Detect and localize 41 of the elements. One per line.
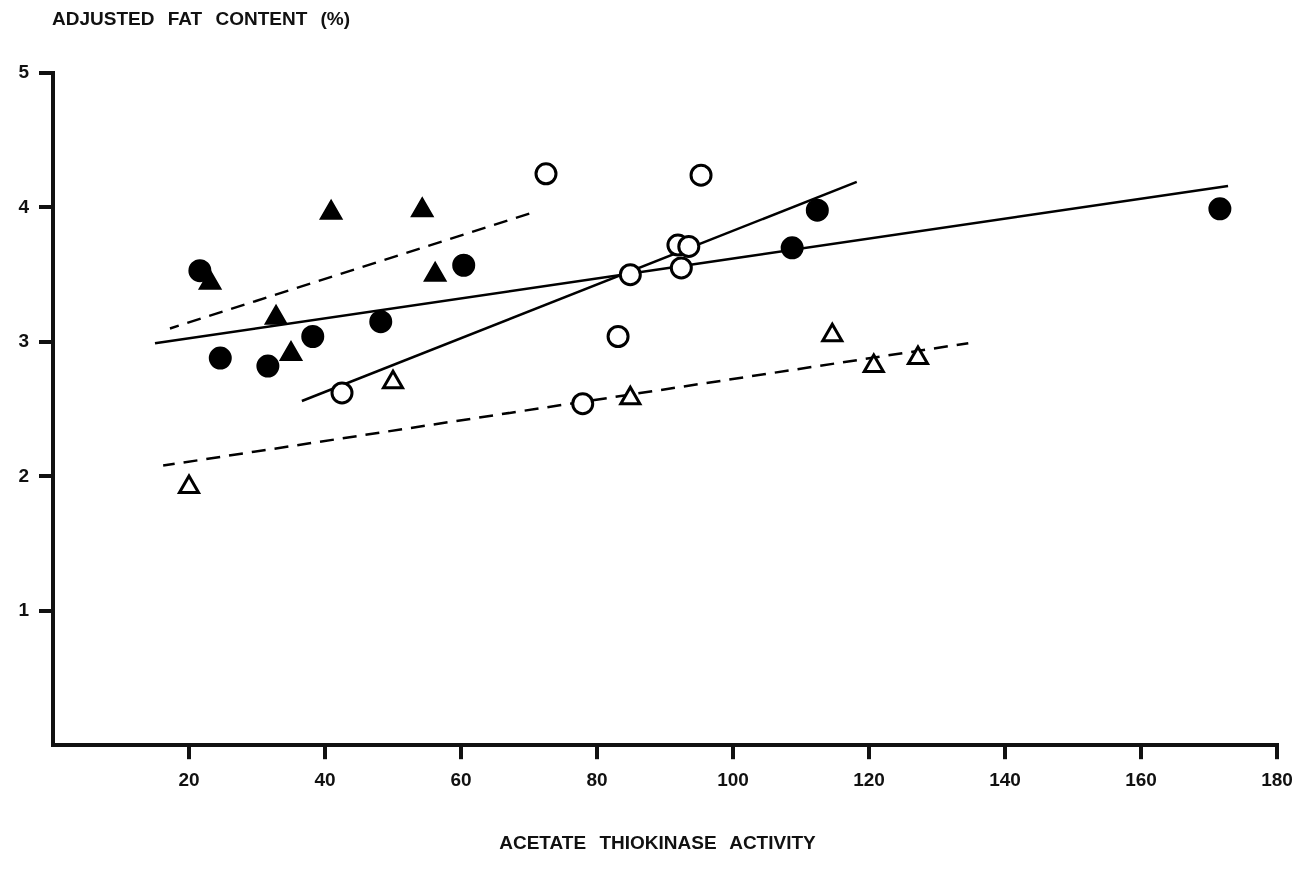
point: [571, 392, 595, 416]
y-tick-label: 5: [18, 61, 30, 83]
x-tick-label: 120: [853, 768, 885, 790]
point: [619, 385, 642, 406]
y-tick-label: 3: [18, 330, 29, 352]
x-tick-label: 160: [1125, 768, 1157, 790]
point: [265, 305, 288, 325]
point: [906, 345, 929, 366]
y-axis-title: ADJUSTED FAT CONTENT (%): [52, 8, 351, 30]
x-tick-label: 80: [586, 768, 608, 790]
x-tick-label: 60: [450, 768, 472, 790]
x-tick-label: 180: [1261, 768, 1293, 790]
point: [208, 346, 232, 370]
x-tick-label: 20: [178, 768, 200, 790]
point: [188, 259, 212, 283]
y-tick-label: 2: [18, 464, 29, 486]
point: [677, 234, 701, 258]
point: [279, 341, 303, 361]
x-tick-label: 140: [989, 768, 1021, 790]
point: [618, 263, 642, 287]
point: [452, 253, 476, 277]
y-tick-label: 1: [18, 598, 30, 620]
point: [821, 322, 844, 343]
point: [1208, 197, 1232, 221]
point: [301, 325, 325, 348]
x-tick-label: 100: [717, 768, 749, 790]
point: [689, 163, 713, 187]
x-axis-title: ACETATE THIOKINASE ACTIVITY: [498, 832, 817, 854]
point: [534, 162, 558, 186]
point: [177, 474, 201, 495]
point: [381, 369, 405, 390]
point: [606, 325, 630, 348]
point: [369, 310, 393, 334]
point: [780, 236, 804, 260]
point: [669, 256, 693, 280]
point: [330, 381, 354, 405]
point: [805, 198, 829, 222]
point: [256, 354, 280, 378]
point: [862, 353, 885, 374]
y-tick-label: 4: [18, 195, 30, 217]
x-tick-label: 40: [314, 768, 336, 790]
